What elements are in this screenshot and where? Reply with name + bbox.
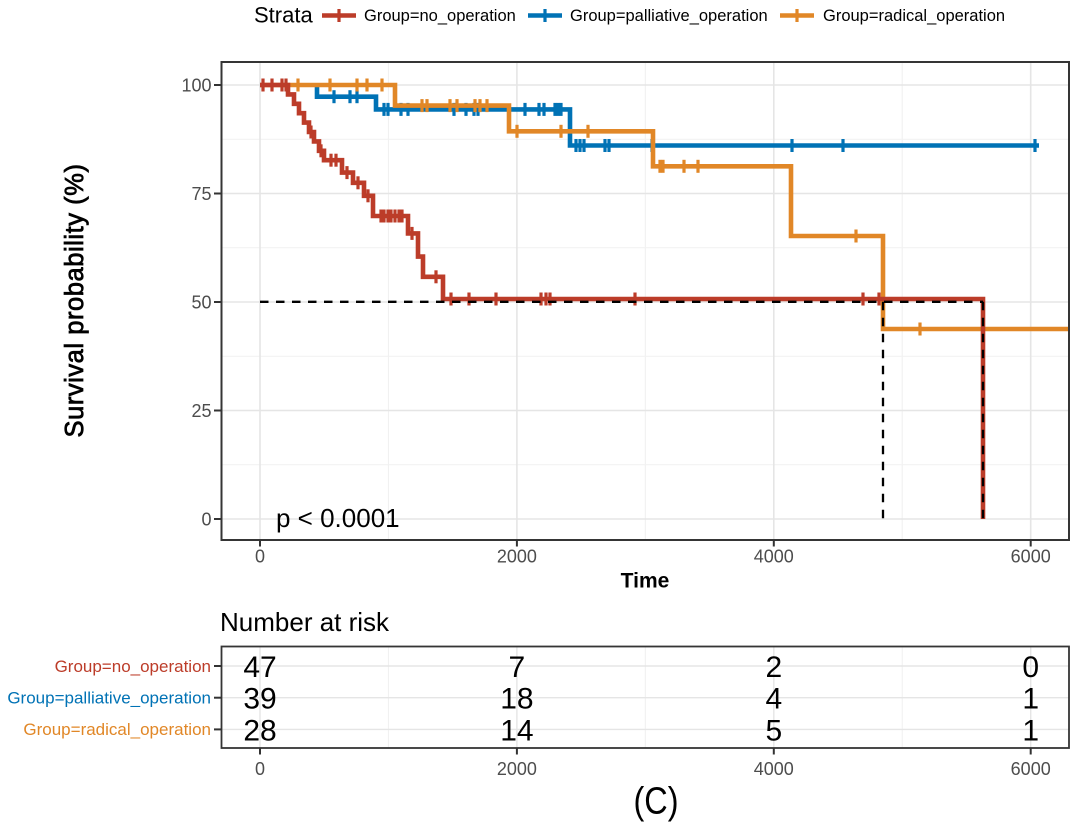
svg-text:Number at risk: Number at risk: [220, 607, 390, 637]
svg-text:0: 0: [255, 547, 265, 567]
svg-text:75: 75: [191, 184, 211, 204]
svg-text:39: 39: [243, 683, 276, 716]
svg-text:Strata: Strata: [254, 3, 313, 28]
svg-text:2000: 2000: [497, 547, 537, 567]
svg-text:0: 0: [201, 510, 211, 530]
svg-text:2000: 2000: [497, 759, 537, 779]
svg-text:Survival probability (%): Survival probability (%): [61, 164, 89, 438]
svg-text:Time: Time: [621, 570, 670, 593]
svg-text:4000: 4000: [754, 547, 794, 567]
svg-text:50: 50: [191, 293, 211, 313]
svg-text:100: 100: [181, 76, 211, 96]
svg-text:Group=palliative_operation: Group=palliative_operation: [570, 7, 768, 25]
svg-text:0: 0: [255, 759, 265, 779]
svg-text:5: 5: [765, 714, 782, 747]
svg-text:2: 2: [765, 651, 782, 684]
svg-text:14: 14: [500, 714, 533, 747]
svg-text:1: 1: [1022, 714, 1039, 747]
svg-text:Group=no_operation: Group=no_operation: [55, 657, 211, 676]
svg-text:Group=no_operation: Group=no_operation: [364, 7, 516, 25]
svg-text:4: 4: [765, 683, 782, 716]
svg-text:4000: 4000: [754, 759, 794, 779]
svg-text:7: 7: [509, 651, 526, 684]
svg-text:1: 1: [1022, 683, 1039, 716]
svg-text:25: 25: [191, 401, 211, 421]
svg-text:(C): (C): [634, 781, 679, 823]
svg-text:18: 18: [500, 683, 533, 716]
svg-text:47: 47: [243, 651, 276, 684]
svg-text:Group=palliative_operation: Group=palliative_operation: [7, 689, 211, 708]
svg-text:p < 0.0001: p < 0.0001: [276, 503, 400, 533]
svg-text:Group=radical_operation: Group=radical_operation: [823, 7, 1005, 25]
svg-text:6000: 6000: [1011, 759, 1051, 779]
svg-text:0: 0: [1022, 651, 1039, 684]
svg-text:6000: 6000: [1011, 547, 1051, 567]
svg-text:28: 28: [243, 714, 276, 747]
svg-text:Group=radical_operation: Group=radical_operation: [23, 720, 211, 739]
